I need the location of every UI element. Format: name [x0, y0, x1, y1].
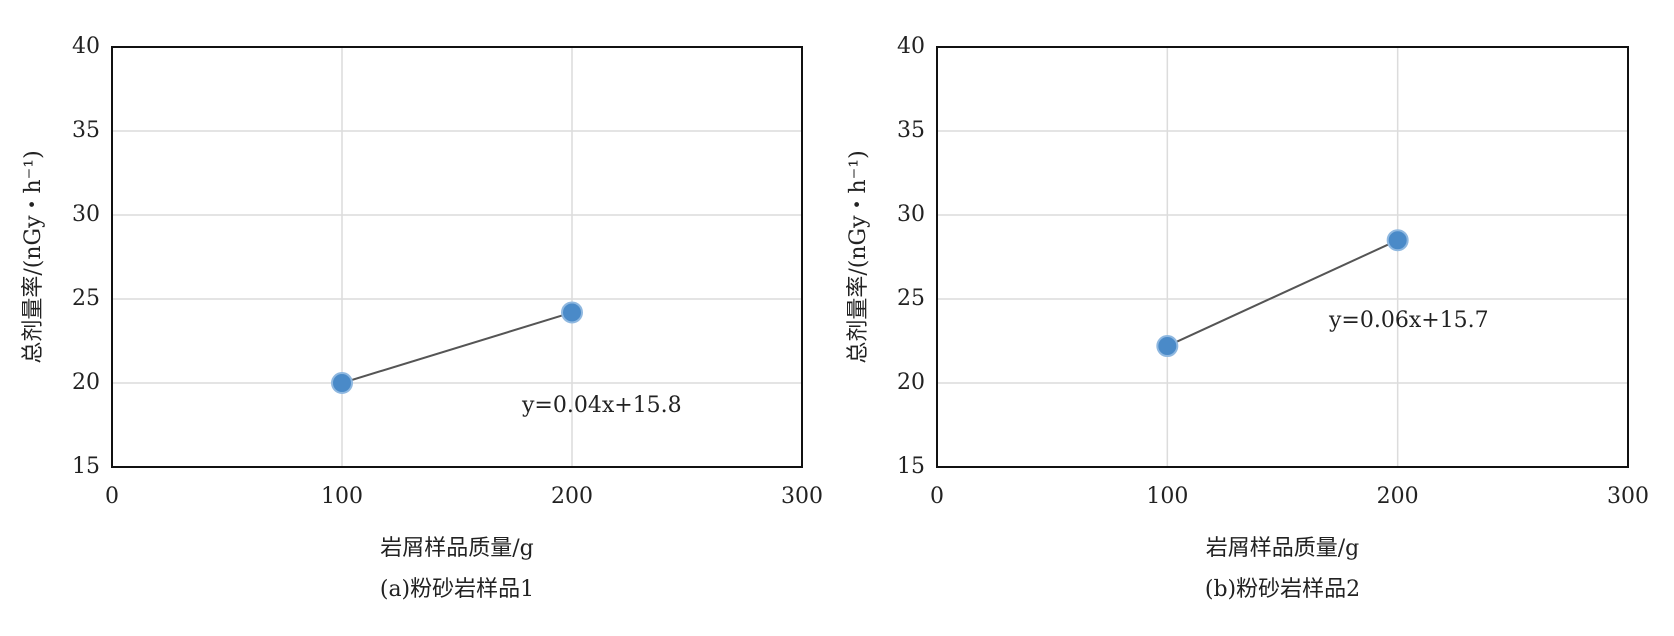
x-tick-label: 100 [1146, 484, 1188, 509]
y-tick-label: 35 [897, 118, 925, 143]
y-tick-label: 20 [897, 370, 925, 395]
x-axis-label: 岩屑样品质量/g [1206, 536, 1360, 561]
plot-frame [111, 46, 803, 468]
caption: (b)粉砂岩样品2 [1205, 577, 1360, 602]
data-point [1156, 335, 1179, 358]
plot-frame [936, 46, 1629, 468]
connect-line [341, 311, 573, 384]
data-point [1386, 229, 1409, 252]
caption: (a)粉砂岩样品1 [380, 577, 534, 602]
x-tick-label: 300 [781, 484, 823, 509]
y-tick-label: 40 [72, 34, 100, 59]
y-tick-label: 15 [897, 454, 925, 479]
x-axis-label: 岩屑样品质量/g [380, 536, 534, 561]
data-point [331, 372, 353, 394]
data-point [561, 301, 583, 324]
x-tick-label: 100 [321, 484, 363, 509]
y-tick-label: 35 [72, 118, 100, 143]
y-tick-label: 15 [72, 454, 100, 479]
x-tick-label: 200 [551, 484, 593, 509]
y-tick-label: 25 [72, 286, 100, 311]
y-tick-label: 40 [897, 34, 925, 59]
y-tick-label: 25 [897, 286, 925, 311]
x-tick-label: 200 [1377, 484, 1419, 509]
y-tick-label: 20 [72, 370, 100, 395]
annotation: y=0.06x+15.7 [1328, 308, 1489, 333]
y-tick-label: 30 [72, 202, 100, 227]
connect-line [1166, 239, 1399, 347]
x-tick-label: 0 [105, 484, 119, 509]
annotation: y=0.04x+15.8 [521, 393, 682, 418]
x-tick-label: 0 [930, 484, 944, 509]
x-tick-label: 300 [1607, 484, 1649, 509]
y-tick-label: 30 [897, 202, 925, 227]
y-axis-label: 总剂量率/(nGy・h⁻¹) [21, 150, 46, 363]
y-axis-label: 总剂量率/(nGy・h⁻¹) [846, 150, 871, 363]
